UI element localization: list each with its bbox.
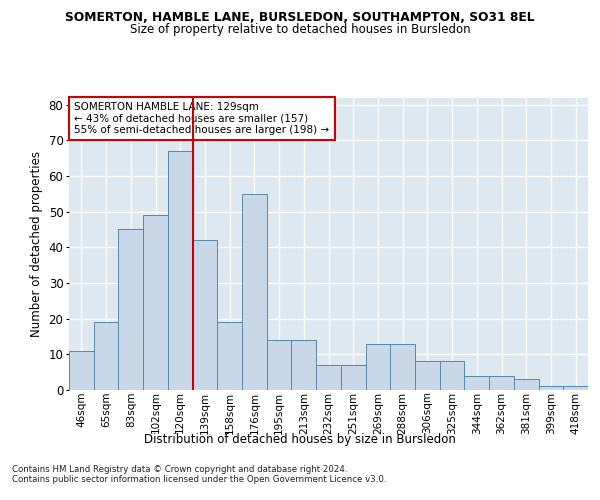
- Bar: [464, 376, 489, 390]
- Bar: [217, 322, 242, 390]
- Bar: [143, 215, 168, 390]
- Bar: [292, 340, 316, 390]
- Bar: [242, 194, 267, 390]
- Bar: [489, 376, 514, 390]
- Bar: [514, 380, 539, 390]
- Bar: [365, 344, 390, 390]
- Bar: [563, 386, 588, 390]
- Bar: [341, 365, 365, 390]
- Bar: [193, 240, 217, 390]
- Bar: [267, 340, 292, 390]
- Text: Distribution of detached houses by size in Bursledon: Distribution of detached houses by size …: [144, 432, 456, 446]
- Text: SOMERTON HAMBLE LANE: 129sqm
← 43% of detached houses are smaller (157)
55% of s: SOMERTON HAMBLE LANE: 129sqm ← 43% of de…: [74, 102, 329, 135]
- Bar: [168, 151, 193, 390]
- Y-axis label: Number of detached properties: Number of detached properties: [30, 151, 43, 337]
- Bar: [440, 362, 464, 390]
- Bar: [539, 386, 563, 390]
- Text: Contains HM Land Registry data © Crown copyright and database right 2024.
Contai: Contains HM Land Registry data © Crown c…: [12, 465, 386, 484]
- Bar: [94, 322, 118, 390]
- Bar: [316, 365, 341, 390]
- Bar: [118, 230, 143, 390]
- Text: SOMERTON, HAMBLE LANE, BURSLEDON, SOUTHAMPTON, SO31 8EL: SOMERTON, HAMBLE LANE, BURSLEDON, SOUTHA…: [65, 11, 535, 24]
- Bar: [390, 344, 415, 390]
- Bar: [69, 351, 94, 390]
- Bar: [415, 362, 440, 390]
- Text: Size of property relative to detached houses in Bursledon: Size of property relative to detached ho…: [130, 22, 470, 36]
